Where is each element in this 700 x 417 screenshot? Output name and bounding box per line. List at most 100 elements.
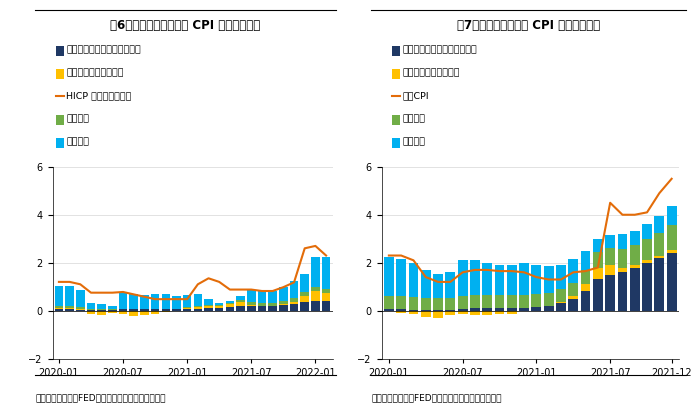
- Bar: [87, 311, 95, 314]
- Bar: [55, 306, 63, 308]
- Bar: [204, 306, 213, 308]
- Bar: [268, 304, 277, 306]
- Bar: [531, 307, 541, 311]
- Bar: [630, 265, 640, 268]
- Bar: [409, 311, 419, 314]
- Bar: [606, 275, 615, 311]
- Text: 受重新开放影响的项目: 受重新开放影响的项目: [402, 68, 460, 78]
- Bar: [258, 289, 266, 304]
- Bar: [606, 235, 615, 248]
- Bar: [130, 294, 138, 309]
- Bar: [108, 311, 117, 313]
- Bar: [279, 304, 288, 305]
- Bar: [581, 251, 591, 270]
- Bar: [290, 304, 298, 311]
- Bar: [183, 308, 191, 309]
- Bar: [97, 310, 106, 311]
- Bar: [119, 311, 127, 314]
- Bar: [581, 270, 591, 284]
- Bar: [65, 308, 74, 309]
- Bar: [87, 309, 95, 310]
- Bar: [150, 294, 160, 309]
- Bar: [409, 263, 419, 297]
- Bar: [666, 206, 676, 225]
- Bar: [654, 258, 664, 311]
- Bar: [495, 311, 505, 314]
- Bar: [119, 309, 127, 311]
- Bar: [630, 268, 640, 311]
- Bar: [433, 274, 443, 298]
- Bar: [322, 257, 330, 289]
- Bar: [630, 231, 640, 246]
- Bar: [97, 304, 106, 309]
- Bar: [258, 304, 266, 306]
- Bar: [322, 289, 330, 293]
- Bar: [470, 311, 480, 315]
- Bar: [311, 257, 320, 287]
- Bar: [507, 265, 517, 294]
- Bar: [183, 309, 191, 311]
- Bar: [258, 306, 266, 311]
- Bar: [55, 308, 63, 309]
- Bar: [247, 305, 256, 306]
- Bar: [396, 259, 406, 296]
- Bar: [183, 306, 191, 308]
- Bar: [666, 225, 676, 249]
- Bar: [108, 309, 117, 310]
- Bar: [300, 274, 309, 292]
- Text: 其他项目: 其他项目: [66, 137, 90, 146]
- Bar: [268, 291, 277, 304]
- Bar: [87, 310, 95, 311]
- Bar: [642, 224, 652, 239]
- Text: 其他项目: 其他项目: [402, 137, 426, 146]
- Bar: [97, 311, 106, 315]
- Text: 受重新开放影响的项目: 受重新开放影响的项目: [66, 68, 124, 78]
- Bar: [445, 311, 455, 315]
- Bar: [470, 295, 480, 308]
- Bar: [581, 284, 591, 291]
- Bar: [247, 302, 256, 305]
- Bar: [568, 299, 578, 311]
- Bar: [55, 309, 63, 311]
- Bar: [215, 303, 223, 305]
- Bar: [140, 294, 148, 309]
- Bar: [396, 309, 406, 311]
- Bar: [495, 294, 505, 308]
- Bar: [300, 296, 309, 302]
- Bar: [65, 309, 74, 311]
- Bar: [593, 252, 603, 268]
- Bar: [519, 264, 529, 295]
- Text: HICP 不含食物和能源: HICP 不含食物和能源: [66, 91, 132, 100]
- Bar: [482, 263, 492, 294]
- Bar: [65, 286, 74, 306]
- Bar: [279, 301, 288, 304]
- Bar: [445, 272, 455, 298]
- Bar: [225, 303, 234, 304]
- Bar: [617, 234, 627, 249]
- Bar: [225, 304, 234, 307]
- Bar: [225, 307, 234, 311]
- Bar: [654, 256, 664, 258]
- Text: 图7：美国供应瓶颈对 CPI 通胀率的影响: 图7：美国供应瓶颈对 CPI 通胀率的影响: [457, 19, 600, 32]
- Bar: [642, 239, 652, 260]
- Bar: [531, 265, 541, 294]
- Bar: [666, 253, 676, 311]
- Bar: [76, 310, 85, 311]
- Bar: [300, 302, 309, 311]
- Bar: [396, 296, 406, 309]
- Text: 资料来源：万得，FED，国信证券经济研究所整理。: 资料来源：万得，FED，国信证券经济研究所整理。: [35, 393, 165, 402]
- Bar: [617, 249, 627, 268]
- Bar: [108, 310, 117, 311]
- Bar: [140, 309, 148, 311]
- Bar: [458, 309, 468, 311]
- Bar: [568, 259, 578, 283]
- Bar: [482, 294, 492, 308]
- Bar: [311, 287, 320, 291]
- Bar: [311, 291, 320, 301]
- Text: 受供应中断和瓶颈影响的项目: 受供应中断和瓶颈影响的项目: [402, 45, 477, 55]
- Bar: [130, 311, 138, 316]
- Bar: [568, 296, 578, 299]
- Bar: [290, 298, 298, 301]
- Bar: [531, 294, 541, 307]
- Bar: [482, 308, 492, 311]
